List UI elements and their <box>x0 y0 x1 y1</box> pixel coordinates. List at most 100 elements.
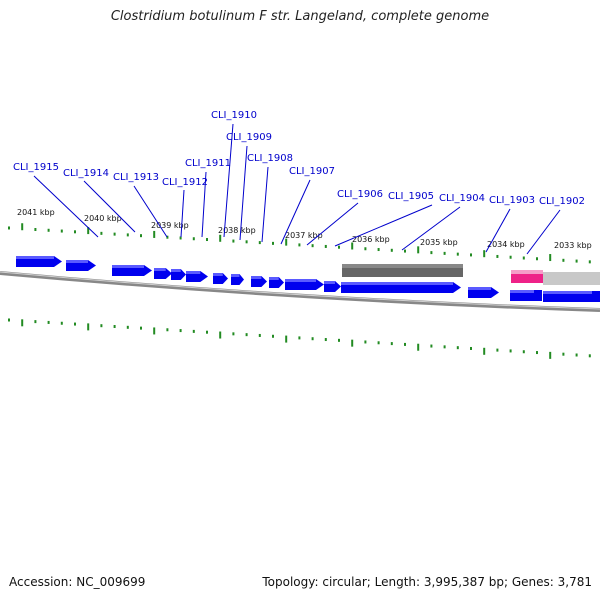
scale-tick <box>549 254 552 262</box>
kbp-labels: 2041 kbp 2040 kbp 2039 kbp 2038 kbp 2037 kbp… <box>17 208 592 250</box>
gene-arrow-shade <box>251 276 262 279</box>
genome-backbone <box>0 271 600 312</box>
scale-tick <box>562 258 565 262</box>
scale-ticks-bottom <box>8 318 591 359</box>
scale-tick <box>74 322 76 326</box>
scale-tick <box>34 320 37 324</box>
leader-line <box>33 175 99 238</box>
scale-tick <box>8 318 10 322</box>
scale-tick <box>324 244 327 248</box>
scale-tick <box>311 337 314 341</box>
scale-tick <box>588 260 591 264</box>
kbp-label: 2036 kbp <box>352 235 390 244</box>
scale-tick <box>496 254 499 258</box>
scale-ticks-top <box>8 223 591 264</box>
scale-tick <box>100 324 103 328</box>
gene-arrow-shade <box>112 265 144 268</box>
leader-line <box>239 145 248 241</box>
scale-tick <box>430 344 433 348</box>
scale-tick <box>483 250 486 258</box>
scale-tick <box>417 246 420 254</box>
scale-tick <box>21 319 24 327</box>
scale-tick <box>522 256 525 260</box>
gene-arrow-shade <box>186 271 201 274</box>
scale-tick <box>126 325 129 329</box>
light-feature <box>543 272 600 285</box>
gene-label: CLI_1903 <box>489 195 535 206</box>
scale-tick <box>153 230 156 238</box>
scale-tick <box>536 257 538 261</box>
scale-tick <box>483 347 486 355</box>
scale-tick <box>258 241 261 245</box>
leader-line <box>83 180 136 233</box>
scale-tick <box>364 340 367 344</box>
topology-text: Topology: circular; Length: 3,995,387 bp… <box>262 575 592 589</box>
scale-tick <box>522 350 525 354</box>
gene-arrow-shade <box>468 287 491 290</box>
scale-tick <box>232 239 235 243</box>
scale-tick <box>443 251 446 255</box>
leader-line <box>280 179 311 245</box>
scale-tick <box>456 346 459 350</box>
scale-tick <box>179 236 182 240</box>
scale-tick <box>74 230 76 234</box>
gene-label: CLI_1913 <box>113 172 159 183</box>
scale-tick <box>166 328 169 332</box>
gene-arrows <box>16 256 600 302</box>
scale-tick <box>575 259 578 263</box>
gene-arrow-shade <box>269 277 279 280</box>
scale-tick <box>232 332 235 336</box>
label-leader-lines <box>33 123 561 255</box>
scale-tick <box>324 338 327 342</box>
scale-tick <box>87 227 90 235</box>
leader-line <box>261 166 269 243</box>
pseudo-feature-shade <box>342 264 463 268</box>
gene-label: CLI_1914 <box>63 168 109 179</box>
gene-arrow-shade <box>171 269 181 272</box>
leader-line <box>401 206 461 251</box>
leader-line <box>223 123 234 238</box>
scale-tick <box>140 234 142 238</box>
gene-label: CLI_1906 <box>337 189 383 200</box>
scale-tick <box>338 245 340 249</box>
scale-tick <box>311 244 314 248</box>
gene-label: CLI_1912 <box>162 177 208 188</box>
scale-tick <box>219 331 222 339</box>
scale-tick <box>192 237 195 241</box>
scale-tick <box>456 252 459 256</box>
kbp-label: 2041 kbp <box>17 208 55 217</box>
scale-tick <box>351 242 354 250</box>
gene-label: CLI_1911 <box>185 158 231 169</box>
leader-line <box>526 209 561 255</box>
scale-tick <box>126 233 129 237</box>
scale-tick <box>562 352 565 356</box>
scale-tick <box>219 234 222 242</box>
scale-tick <box>272 334 274 338</box>
accession-text: Accession: NC_009699 <box>9 575 146 589</box>
scale-tick <box>87 323 90 331</box>
scale-tick <box>153 327 156 335</box>
scale-tick <box>575 353 578 357</box>
kbp-label: 2033 kbp <box>554 241 592 250</box>
gene-label: CLI_1907 <box>289 166 335 177</box>
scale-tick <box>140 326 142 330</box>
scale-tick <box>404 249 406 253</box>
kbp-label: 2039 kbp <box>151 221 189 230</box>
scale-tick <box>404 342 406 346</box>
gene-arrow-shade <box>510 290 534 293</box>
scale-tick <box>192 329 195 333</box>
scale-tick <box>536 351 538 355</box>
scale-tick <box>245 240 248 244</box>
leader-line <box>485 208 511 253</box>
gene-arrow-shade <box>66 260 88 263</box>
scale-tick <box>285 238 288 246</box>
scale-tick <box>298 243 301 247</box>
scale-tick <box>21 223 24 231</box>
gene-arrow-shade <box>154 268 166 271</box>
scale-tick <box>470 253 472 257</box>
gene-arrow-shade <box>285 279 316 282</box>
genome-backbone-highlight <box>0 271 600 310</box>
scale-tick <box>443 345 446 349</box>
gene-label: CLI_1908 <box>247 153 293 164</box>
scale-tick <box>377 341 380 345</box>
